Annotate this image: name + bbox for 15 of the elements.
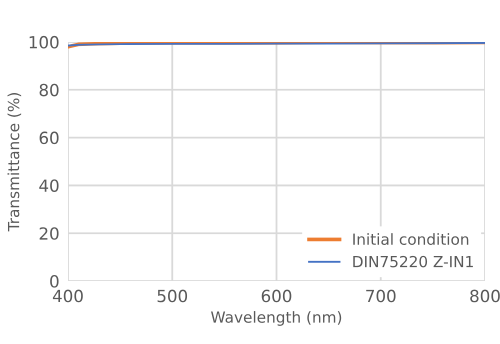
x-tick-label: 400 <box>52 290 83 302</box>
y-tick-label: 100 <box>30 36 59 49</box>
y-tick-label: 0 <box>50 275 59 288</box>
x-axis-title: Wavelength (nm) <box>211 311 342 326</box>
y-axis-title: Transmittance (%) <box>8 93 22 232</box>
y-tick-label: 40 <box>39 179 59 192</box>
y-tick-label: 80 <box>40 84 59 96</box>
x-tick-label: 800 <box>470 290 500 302</box>
legend-label: DIN75220 Z-IN1 <box>353 256 473 268</box>
legend-label: Initial condition <box>353 233 468 245</box>
x-tick-label: 700 <box>366 290 396 302</box>
y-tick-label: 20 <box>40 227 59 240</box>
y-tick-label: 60 <box>40 132 59 144</box>
x-tick-label: 500 <box>158 290 188 302</box>
x-tick-label: 600 <box>262 290 292 302</box>
